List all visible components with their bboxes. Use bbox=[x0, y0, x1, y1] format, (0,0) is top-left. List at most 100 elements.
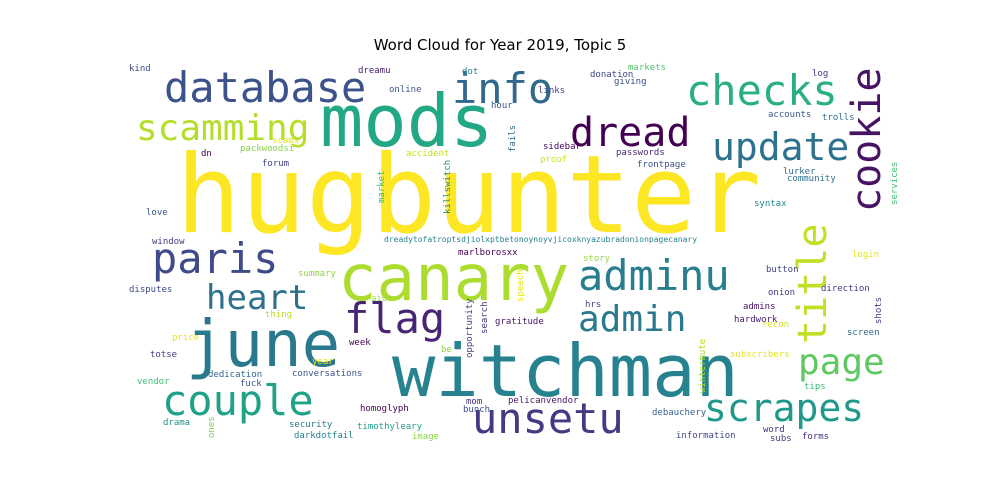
word-forum: forum bbox=[262, 159, 289, 169]
word-info: info bbox=[452, 64, 553, 113]
word-totse: totse bbox=[150, 350, 177, 360]
word-window: window bbox=[152, 237, 185, 247]
word-accounts: accounts bbox=[768, 110, 811, 120]
word-love: love bbox=[146, 208, 168, 218]
word-story: story bbox=[583, 254, 611, 264]
word-direction: direction bbox=[821, 284, 870, 294]
word-june: june bbox=[186, 308, 340, 382]
word-update: update bbox=[712, 125, 849, 169]
word-drama: drama bbox=[163, 418, 190, 428]
word-title: title bbox=[790, 224, 836, 344]
word-login: login bbox=[852, 250, 879, 260]
word-security: security bbox=[289, 420, 333, 430]
word-thing: thing bbox=[265, 310, 292, 320]
word-adminu: adminu bbox=[578, 251, 730, 300]
word-word: word bbox=[763, 425, 785, 435]
word-trolls: trolls bbox=[822, 113, 855, 123]
word-donation: donation bbox=[590, 70, 633, 80]
word-admins: admins bbox=[743, 302, 776, 312]
word-fuck: fuck bbox=[240, 379, 262, 389]
word-conversations: conversations bbox=[292, 369, 362, 379]
word-opportunity: opportunity bbox=[465, 298, 475, 358]
word-darkdotfail: darkdotfail bbox=[294, 431, 354, 441]
word-unsetu: unsetu bbox=[472, 394, 624, 443]
word-debauchery: debauchery bbox=[652, 408, 707, 418]
word-dreadytofatroptsdjiolxptbetonoynoyvjicox: dreadytofatroptsdjiolxptbetonoynoyvjicox… bbox=[384, 235, 697, 244]
word-couple: couple bbox=[162, 376, 314, 425]
word-log: log bbox=[812, 69, 828, 79]
word-ones: ones bbox=[207, 416, 217, 438]
word-summary: summary bbox=[298, 269, 337, 279]
word-dreamu: dreamu bbox=[358, 66, 391, 76]
word-page: page bbox=[798, 342, 885, 383]
word-killswitch: killswitch bbox=[443, 160, 453, 214]
word-price: price bbox=[172, 333, 199, 343]
word-cookie: cookie bbox=[844, 68, 890, 213]
word-gratitude: gratitude bbox=[495, 317, 544, 327]
word-online: online bbox=[389, 85, 422, 95]
word-bunch: bunch bbox=[463, 405, 490, 415]
word-subscribers: subscribers bbox=[730, 350, 790, 360]
word-fails: fails bbox=[508, 125, 518, 152]
word-dn: dn bbox=[201, 149, 212, 159]
word-dedication: dedication bbox=[208, 370, 262, 380]
word-wintermute: wintermute bbox=[698, 339, 708, 393]
word-witchman: witchman bbox=[392, 329, 739, 413]
word-dot: dot bbox=[462, 67, 478, 77]
word-shots: shots bbox=[874, 297, 884, 324]
word-week: week bbox=[349, 338, 371, 348]
word-image: image bbox=[412, 432, 439, 442]
word-admin: admin bbox=[578, 299, 686, 340]
word-sidebar: sidebar bbox=[543, 142, 582, 152]
word-hrs: hrs bbox=[585, 300, 601, 310]
word-canary: canary bbox=[338, 242, 569, 316]
word-market: market bbox=[377, 170, 387, 203]
word-checks: checks bbox=[686, 66, 838, 115]
word-homoglyph: homoglyph bbox=[360, 404, 409, 414]
word-screen: screen bbox=[847, 328, 880, 338]
word-hardwork: hardwork bbox=[734, 315, 778, 325]
word-syntax: syntax bbox=[754, 199, 787, 209]
word-proof: proof bbox=[540, 155, 567, 165]
word-marlborosxx: marlborosxx bbox=[458, 248, 518, 258]
word-recon: recon bbox=[762, 320, 789, 330]
chart-title: Word Cloud for Year 2019, Topic 5 bbox=[373, 36, 627, 54]
word-button: button bbox=[766, 265, 799, 275]
word-year: year bbox=[312, 357, 334, 367]
word-paris: paris bbox=[152, 234, 278, 283]
word-scams: scams bbox=[272, 136, 299, 146]
word-database: database bbox=[164, 63, 366, 112]
word-disputes: disputes bbox=[129, 285, 172, 295]
word-hour: hour bbox=[491, 101, 513, 111]
word-packwoodsi: packwoodsi bbox=[240, 144, 294, 154]
word-scrapes: scrapes bbox=[704, 386, 864, 430]
word-vendor: vendor bbox=[137, 377, 170, 387]
word-tips: tips bbox=[804, 382, 826, 392]
word-speech: speech bbox=[516, 269, 526, 302]
word-forms: forms bbox=[802, 432, 829, 442]
word-flag: flag bbox=[344, 294, 445, 343]
word-onion: onion bbox=[768, 288, 795, 298]
word-passwords: passwords bbox=[616, 148, 665, 158]
word-markets: markets bbox=[628, 63, 666, 73]
word-links: links bbox=[538, 86, 565, 96]
word-giving: giving bbox=[614, 77, 647, 87]
word-frontpage: frontpage bbox=[637, 160, 686, 170]
word-heart: heart bbox=[206, 278, 308, 318]
word-aide: aide bbox=[371, 294, 393, 304]
word-be: be bbox=[441, 345, 452, 355]
word-information: information bbox=[676, 431, 736, 441]
word-kind: kind bbox=[129, 64, 151, 74]
word-scamming: scamming bbox=[136, 108, 309, 149]
word-community: community bbox=[787, 174, 836, 184]
word-lurker: lurker bbox=[783, 167, 816, 177]
word-hugbunter: hugbunter bbox=[176, 133, 761, 258]
word-accident: accident bbox=[406, 149, 449, 159]
word-services: services bbox=[890, 162, 900, 205]
word-subs: subs bbox=[770, 434, 792, 444]
word-dread: dread bbox=[570, 110, 690, 156]
word-mods: mods bbox=[320, 79, 493, 163]
word-mom: mom bbox=[466, 397, 482, 407]
word-search: search bbox=[480, 301, 490, 334]
